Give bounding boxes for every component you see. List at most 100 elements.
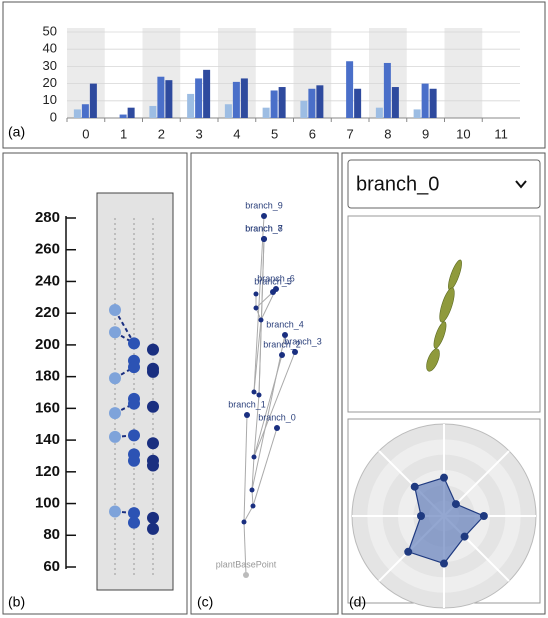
bar bbox=[74, 109, 81, 118]
panel-label: (c) bbox=[197, 594, 213, 610]
node bbox=[292, 349, 298, 355]
bar bbox=[271, 90, 278, 118]
panel-label: (d) bbox=[349, 594, 366, 610]
node-label: branch_9 bbox=[245, 200, 283, 210]
dot bbox=[128, 455, 140, 467]
x-tick-label: 8 bbox=[384, 126, 391, 141]
dot bbox=[109, 431, 121, 443]
bar bbox=[300, 101, 307, 118]
y-tick-label: 200 bbox=[35, 336, 60, 353]
x-tick-label: 5 bbox=[271, 126, 278, 141]
node-label: branch_7 bbox=[245, 223, 283, 233]
panel-c bbox=[191, 153, 338, 614]
bar bbox=[384, 63, 391, 118]
dot bbox=[147, 344, 159, 356]
dot bbox=[128, 361, 140, 373]
dot bbox=[128, 398, 140, 410]
bar bbox=[225, 104, 232, 118]
bar bbox=[128, 108, 135, 118]
radar-point bbox=[461, 533, 469, 541]
x-tick-label: 7 bbox=[347, 126, 354, 141]
radar-point bbox=[480, 512, 488, 520]
dot bbox=[128, 337, 140, 349]
y-tick-label: 0 bbox=[50, 109, 57, 124]
stem-node bbox=[252, 390, 257, 395]
stem-node bbox=[242, 520, 247, 525]
bar bbox=[422, 84, 429, 118]
radar-point bbox=[404, 548, 412, 556]
x-tick-label: 6 bbox=[309, 126, 316, 141]
stem-node bbox=[254, 306, 259, 311]
dot bbox=[109, 505, 121, 517]
bar bbox=[414, 109, 421, 118]
dot-plot-box bbox=[97, 193, 173, 590]
y-tick-label: 60 bbox=[43, 558, 60, 575]
y-tick-label: 160 bbox=[35, 399, 60, 416]
node bbox=[270, 289, 276, 295]
bar bbox=[203, 70, 210, 118]
bar bbox=[263, 108, 270, 118]
radar-point bbox=[440, 474, 448, 482]
radar-point bbox=[411, 483, 419, 491]
node-label: branch_4 bbox=[266, 319, 304, 329]
bar bbox=[82, 104, 89, 118]
bar bbox=[157, 77, 164, 118]
bar bbox=[430, 89, 437, 118]
node bbox=[274, 425, 280, 431]
bar bbox=[90, 84, 97, 118]
bar bbox=[165, 80, 172, 118]
bar bbox=[120, 115, 127, 118]
x-tick-label: 0 bbox=[82, 126, 89, 141]
dot bbox=[147, 512, 159, 524]
x-tick-label: 4 bbox=[233, 126, 240, 141]
dot bbox=[109, 326, 121, 338]
dot bbox=[109, 407, 121, 419]
x-tick-label: 9 bbox=[422, 126, 429, 141]
band-bg bbox=[445, 28, 483, 118]
y-tick-label: 10 bbox=[43, 92, 57, 107]
node-label: branch_0 bbox=[258, 412, 296, 422]
figure: branch_0 (a) (b) (c) (d) 010203040500123… bbox=[0, 0, 548, 618]
bar bbox=[195, 78, 202, 118]
y-tick-label: 80 bbox=[43, 526, 60, 543]
bar bbox=[346, 61, 353, 118]
x-tick-label: 1 bbox=[120, 126, 127, 141]
dot bbox=[109, 304, 121, 316]
node bbox=[261, 236, 267, 242]
bar bbox=[187, 94, 194, 118]
radar-point bbox=[452, 500, 460, 508]
stem-node bbox=[259, 318, 264, 323]
y-tick-label: 50 bbox=[43, 23, 57, 38]
y-tick-label: 20 bbox=[43, 75, 57, 90]
bar bbox=[241, 78, 248, 118]
bar bbox=[376, 108, 383, 118]
bar bbox=[316, 85, 323, 118]
dot bbox=[109, 372, 121, 384]
x-tick-label: 3 bbox=[196, 126, 203, 141]
dot bbox=[128, 429, 140, 441]
stem-node bbox=[251, 504, 256, 509]
node bbox=[279, 352, 285, 358]
dot bbox=[147, 401, 159, 413]
page: branch_0 (a) (b) (c) (d) 010203040500123… bbox=[0, 0, 548, 618]
dot bbox=[147, 366, 159, 378]
y-tick-label: 40 bbox=[43, 41, 57, 56]
bar bbox=[392, 87, 399, 118]
radar-point bbox=[440, 560, 448, 568]
stem-node bbox=[257, 393, 262, 398]
x-tick-label: 11 bbox=[494, 126, 508, 141]
y-tick-label: 120 bbox=[35, 463, 60, 480]
x-tick-label: 2 bbox=[158, 126, 165, 141]
y-tick-label: 240 bbox=[35, 272, 60, 289]
x-tick-label: 10 bbox=[456, 126, 470, 141]
node bbox=[244, 412, 250, 418]
stem-node bbox=[250, 488, 255, 493]
y-tick-label: 30 bbox=[43, 58, 57, 73]
y-tick-label: 220 bbox=[35, 304, 60, 321]
dot bbox=[128, 517, 140, 529]
bar bbox=[233, 82, 240, 118]
bar bbox=[354, 89, 361, 118]
y-tick-label: 260 bbox=[35, 241, 60, 258]
bar bbox=[279, 87, 286, 118]
node-label: branch_1 bbox=[228, 399, 266, 409]
